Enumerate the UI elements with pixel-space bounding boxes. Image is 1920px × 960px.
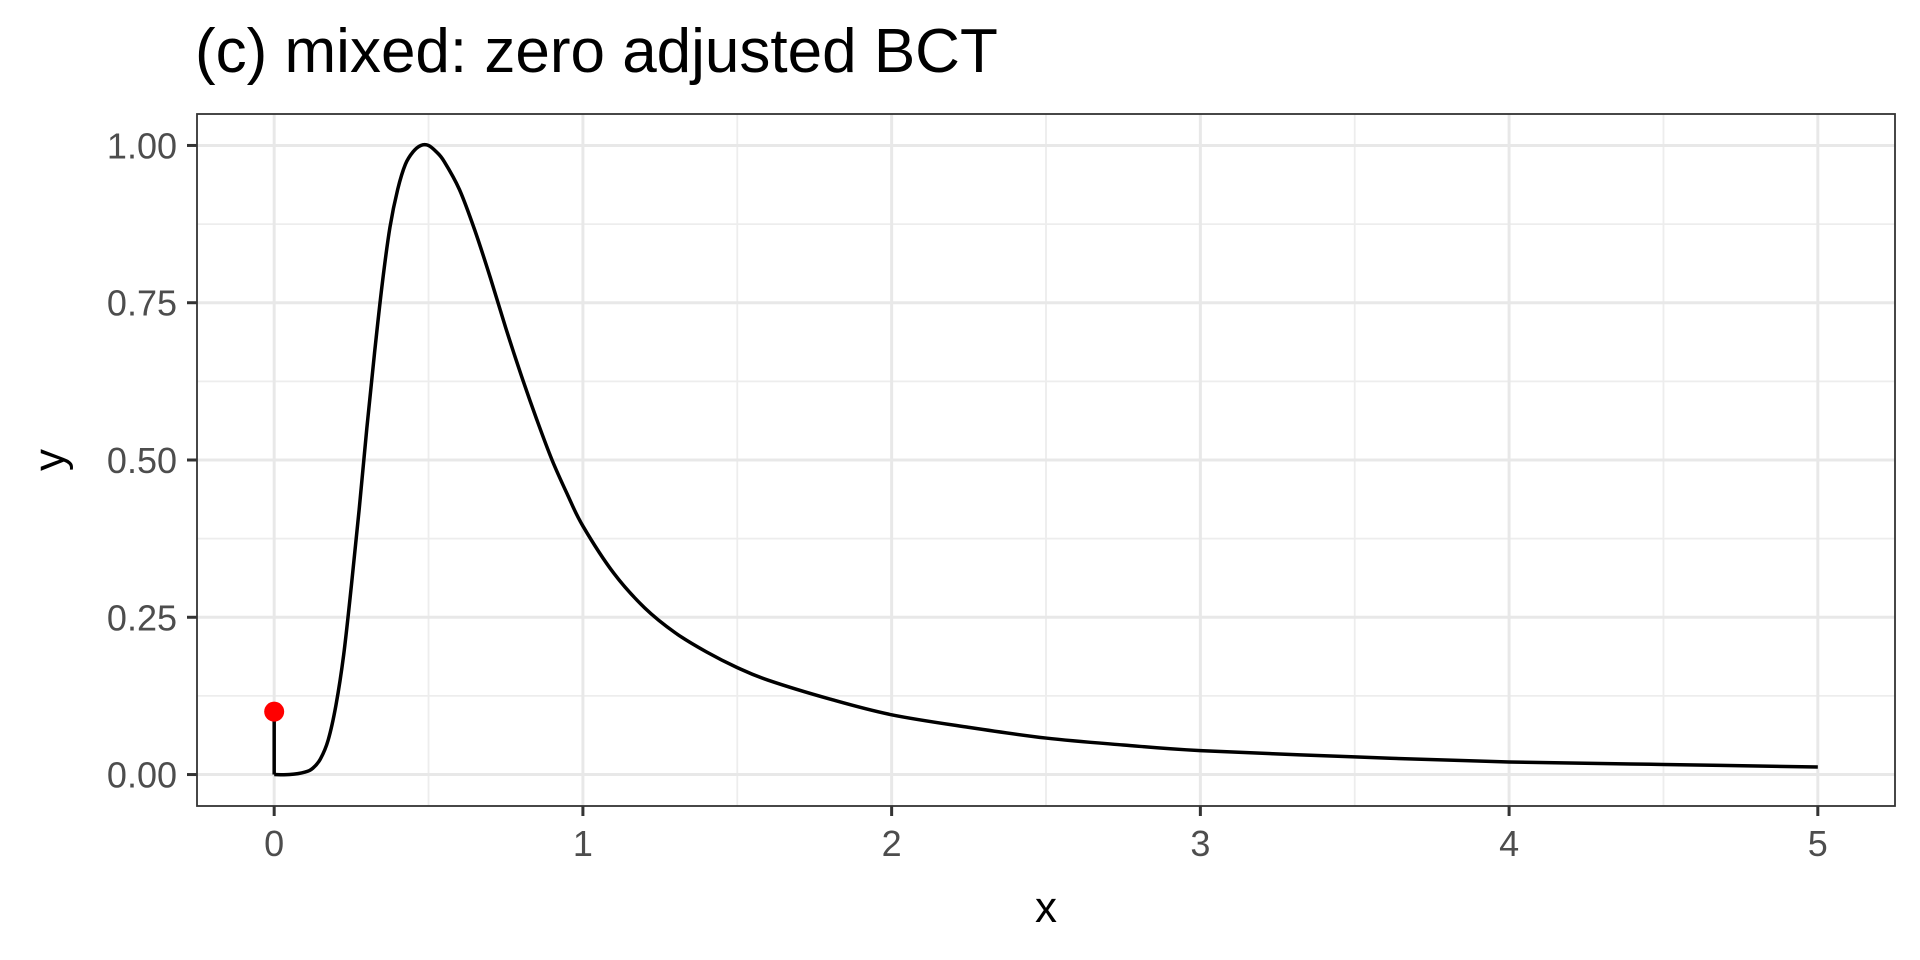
y-tick-label: 0.00	[107, 755, 177, 796]
y-tick-label: 0.25	[107, 597, 177, 638]
y-tick-label: 0.75	[107, 283, 177, 324]
y-tick-label: 0.50	[107, 440, 177, 481]
x-tick-label: 0	[264, 823, 284, 864]
density-curve	[274, 142, 1818, 777]
x-axis-title: x	[1035, 883, 1057, 932]
y-axis-title: y	[25, 449, 74, 471]
chart-title: (c) mixed: zero adjusted BCT	[195, 17, 998, 86]
y-tick-label: 1.00	[107, 125, 177, 166]
x-tick-label: 2	[882, 823, 902, 864]
x-tick-label: 4	[1499, 823, 1519, 864]
zero-mass-point	[264, 701, 285, 722]
x-tick-label: 5	[1808, 823, 1828, 864]
plot-panel: 0 1 2 3 4 5 0.00 0.25 0.50 0.75 1.00	[107, 113, 1896, 864]
x-tick-label: 1	[573, 823, 593, 864]
x-tick-label: 3	[1190, 823, 1210, 864]
